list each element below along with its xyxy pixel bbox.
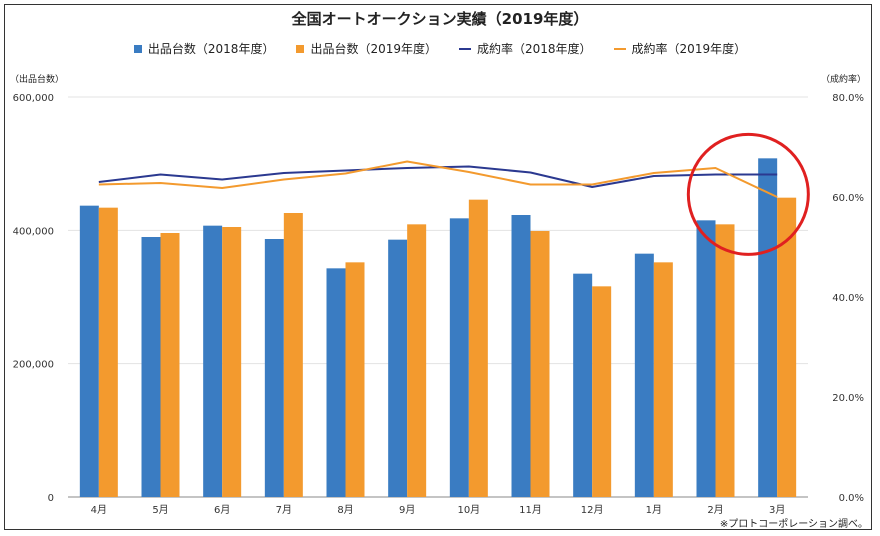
x-tick-label: 5月 [152, 504, 168, 516]
bar [203, 225, 223, 497]
chart-title: 全国オートオークション実績（2019年度） [291, 10, 589, 28]
legend-label-line-2018: 成約率（2018年度） [477, 42, 592, 56]
bar [696, 220, 716, 498]
legend-item-bar-2019: 出品台数（2019年度） [296, 40, 437, 57]
bar [222, 227, 242, 497]
y-left-tick-label: 200,000 [13, 360, 54, 371]
bar [449, 218, 469, 498]
bar [326, 268, 346, 497]
x-tick-label: 7月 [276, 504, 292, 516]
x-tick-label: 6月 [214, 504, 230, 516]
x-tick-label: 11月 [519, 504, 542, 516]
x-tick-label: 12月 [581, 504, 604, 516]
bar [653, 262, 673, 497]
x-tick-label: 2月 [707, 504, 723, 516]
bar [79, 205, 99, 497]
legend-item-line-2019: 成約率（2019年度） [613, 40, 747, 57]
bar [758, 158, 778, 498]
y-right-tick-label: 80.0% [832, 93, 864, 104]
bar [160, 233, 180, 497]
y-right-tick-label: 20.0% [832, 393, 864, 404]
x-tick-label: 9月 [399, 504, 415, 516]
bar [511, 215, 531, 497]
bar [141, 237, 161, 497]
bar [573, 273, 593, 497]
legend-label-line-2019: 成約率（2019年度） [631, 42, 747, 56]
legend-item-bar-2018: 出品台数（2018年度） [133, 40, 275, 57]
legend-swatch-bar-2018 [133, 44, 142, 53]
y-right-tick-label: 40.0% [832, 293, 864, 304]
bar [592, 286, 612, 497]
legend-label-bar-2018: 出品台数（2018年度） [147, 42, 275, 56]
legend: 出品台数（2018年度） 出品台数（2019年度） 成約率（2018年度） 成約… [0, 40, 880, 57]
legend-label-bar-2019: 出品台数（2019年度） [310, 42, 437, 56]
series-line [98, 160, 778, 198]
x-tick-label: 8月 [337, 504, 353, 516]
legend-swatch-line-2018 [459, 47, 471, 50]
bar [98, 207, 118, 497]
legend-item-line-2018: 成約率（2018年度） [459, 40, 592, 57]
bar [283, 213, 303, 497]
legend-swatch-line-2019 [613, 47, 626, 50]
bar [715, 224, 735, 498]
y-left-tick-label: 0 [48, 493, 54, 504]
series-line [98, 165, 778, 188]
annotation-circle [686, 132, 810, 256]
x-tick-label: 1月 [646, 504, 662, 516]
bar [634, 253, 654, 497]
bar [345, 262, 365, 497]
bar [468, 199, 488, 497]
bar [777, 197, 797, 497]
legend-swatch-bar-2019 [296, 44, 305, 53]
x-tick-label: 3月 [769, 504, 785, 516]
y-right-tick-label: 60.0% [832, 193, 864, 204]
y-left-tick-label: 600,000 [13, 93, 54, 104]
y-left-axis-label: （出品台数） [10, 75, 65, 85]
bar [407, 224, 427, 498]
bar [530, 231, 550, 497]
bar [264, 239, 284, 497]
source-note: ※プロトコーポレーション調べ。 [719, 519, 868, 530]
x-tick-label: 10月 [457, 504, 480, 516]
y-right-tick-label: 0.0% [839, 493, 864, 504]
bar [388, 239, 408, 497]
x-tick-label: 4月 [91, 504, 107, 516]
y-left-tick-label: 400,000 [13, 226, 54, 237]
y-right-axis-label: （成約率） [820, 75, 866, 85]
